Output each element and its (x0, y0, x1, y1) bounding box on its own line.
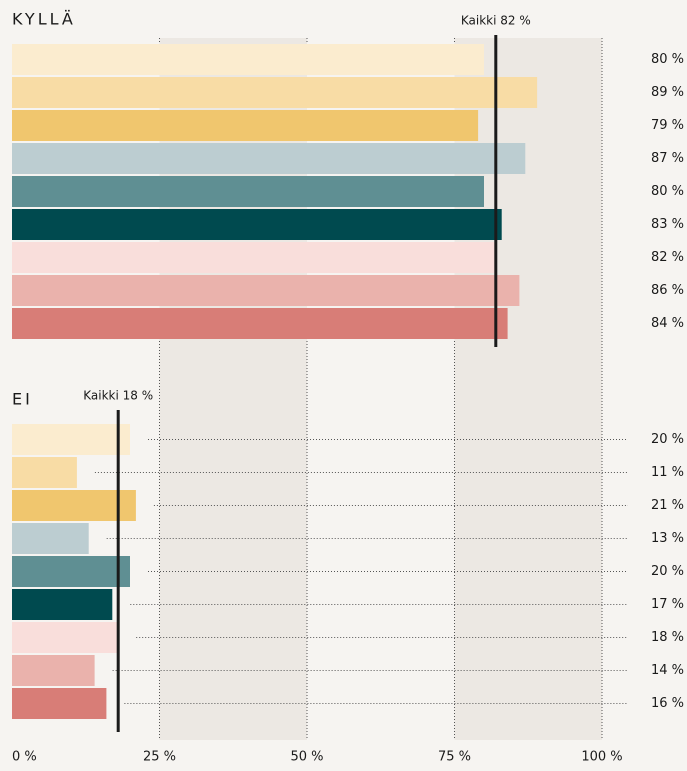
value-label: 17 % (651, 597, 684, 612)
value-label: 13 % (651, 531, 684, 546)
value-label: 82 % (651, 250, 684, 265)
value-label: 89 % (651, 85, 684, 100)
value-label: 11 % (651, 465, 684, 480)
bar (12, 275, 520, 306)
reference-label: Kaikki 18 % (83, 389, 153, 403)
bar (12, 44, 484, 75)
value-label: 20 % (651, 432, 684, 447)
bar (12, 209, 502, 240)
bar (12, 688, 107, 719)
bar (12, 622, 119, 653)
x-tick-label: 100 % (581, 750, 622, 765)
bar (12, 589, 113, 620)
value-label: 21 % (651, 498, 684, 513)
bar (12, 655, 95, 686)
value-label: 80 % (651, 52, 684, 67)
bar (12, 308, 508, 339)
bar (12, 490, 136, 521)
bar (12, 176, 484, 207)
bar (12, 242, 496, 273)
bar (12, 77, 538, 108)
x-tick-label: 75 % (438, 750, 471, 765)
group-title: EI (12, 390, 33, 409)
bar (12, 143, 526, 174)
marks: 0 % 25 % 50 % 75 % 100 % KYLLÄ 80 % 89 % 79 % 87 … (12, 10, 684, 765)
value-label: 79 % (651, 118, 684, 133)
bar (12, 457, 77, 488)
x-tick-label: 0 % (12, 750, 37, 765)
group-title: KYLLÄ (12, 10, 76, 29)
x-tick-label: 50 % (290, 750, 323, 765)
value-label: 84 % (651, 316, 684, 331)
value-label: 83 % (651, 217, 684, 232)
value-label: 16 % (651, 696, 684, 711)
value-label: 14 % (651, 663, 684, 678)
value-label: 18 % (651, 630, 684, 645)
reference-label: Kaikki 82 % (461, 14, 531, 28)
value-label: 87 % (651, 151, 684, 166)
value-label: 80 % (651, 184, 684, 199)
x-tick-label: 25 % (143, 750, 176, 765)
bar (12, 523, 89, 554)
bar (12, 110, 479, 141)
bar (12, 424, 130, 455)
value-label: 20 % (651, 564, 684, 579)
value-label: 86 % (651, 283, 684, 298)
bar (12, 556, 130, 587)
